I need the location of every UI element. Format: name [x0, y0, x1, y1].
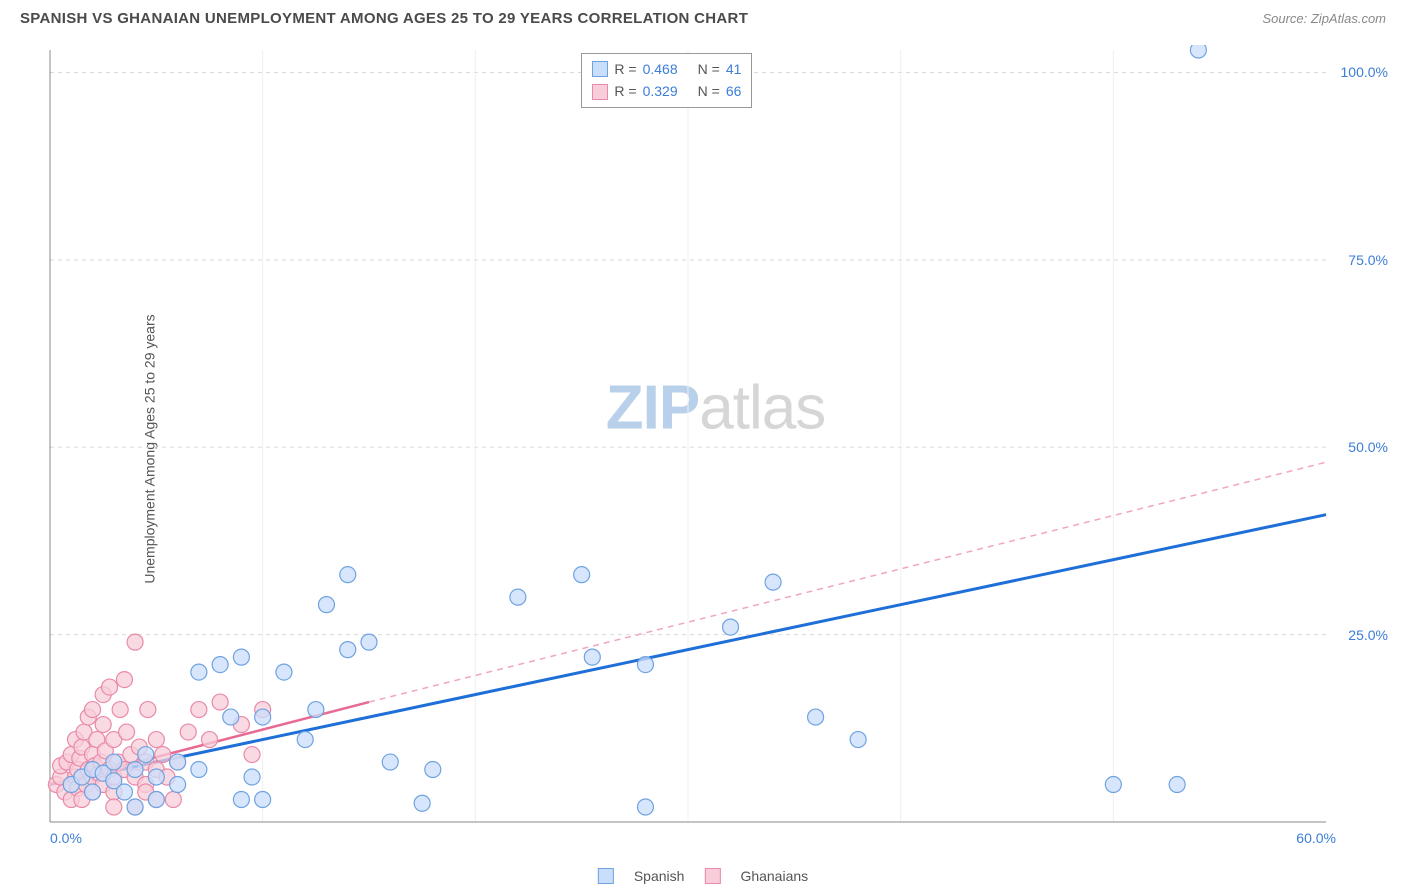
stat-n-spanish: 41 — [726, 58, 742, 80]
swatch-spanish — [592, 61, 608, 77]
header: SPANISH VS GHANAIAN UNEMPLOYMENT AMONG A… — [0, 0, 1406, 32]
chart-title: SPANISH VS GHANAIAN UNEMPLOYMENT AMONG A… — [20, 10, 748, 27]
stat-r-ghanaians: 0.329 — [643, 80, 678, 102]
legend-swatch-spanish — [598, 868, 614, 884]
swatch-ghanaians — [592, 84, 608, 100]
stats-row-ghanaians: R = 0.329 N = 66 — [592, 80, 741, 102]
y-tick-label: 100.0% — [1337, 64, 1388, 80]
stat-r-label: R = — [614, 58, 636, 80]
stat-r-label: R = — [614, 80, 636, 102]
legend-label-spanish: Spanish — [634, 868, 685, 884]
y-tick-label: 50.0% — [1344, 439, 1388, 455]
chart-area: Unemployment Among Ages 25 to 29 years Z… — [45, 45, 1386, 852]
x-tick-label: 0.0% — [50, 830, 82, 846]
stats-box: R = 0.468 N = 41 R = 0.329 N = 66 — [581, 53, 752, 108]
source-attribution: Source: ZipAtlas.com — [1262, 11, 1386, 26]
stat-n-label: N = — [698, 58, 720, 80]
y-tick-label: 25.0% — [1344, 627, 1388, 643]
legend-label-ghanaians: Ghanaians — [740, 868, 808, 884]
x-tick-label: 60.0% — [1296, 830, 1336, 846]
y-tick-label: 75.0% — [1344, 252, 1388, 268]
legend: Spanish Ghanaians — [598, 868, 808, 884]
stat-r-spanish: 0.468 — [643, 58, 678, 80]
legend-swatch-ghanaians — [704, 868, 720, 884]
stat-n-ghanaians: 66 — [726, 80, 742, 102]
stats-row-spanish: R = 0.468 N = 41 — [592, 58, 741, 80]
stat-n-label: N = — [698, 80, 720, 102]
scatter-plot — [45, 45, 1386, 852]
